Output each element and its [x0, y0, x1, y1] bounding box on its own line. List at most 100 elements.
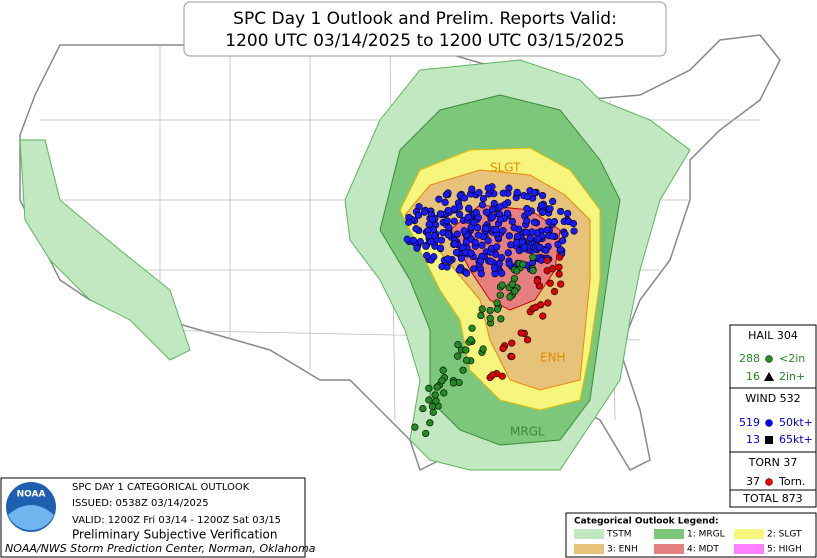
wind-report [464, 213, 472, 221]
wind-report [476, 257, 485, 265]
wind-report [444, 255, 452, 263]
hail-report [462, 346, 470, 354]
hail-report [438, 377, 446, 385]
tornado-report [555, 270, 563, 278]
wind-report [455, 266, 463, 274]
wind-report [450, 217, 458, 225]
wind-report [526, 234, 534, 242]
hail-report [429, 408, 437, 416]
legend-symbol [764, 372, 774, 381]
wind-report [505, 232, 513, 240]
hail-report [497, 315, 505, 323]
hail-report [496, 291, 504, 299]
wind-report [462, 269, 471, 277]
wind-report [523, 204, 531, 213]
hail-report [477, 311, 485, 320]
hail-report [511, 287, 519, 295]
wind-report [490, 264, 499, 272]
wind-report [531, 189, 539, 197]
wind-report [539, 191, 547, 200]
wind-report [438, 262, 446, 271]
legend: Categorical Outlook Legend: TSTM 1: MRGL… [565, 512, 817, 558]
wind-report [437, 236, 446, 244]
hail-report [459, 366, 467, 374]
wind-report [470, 265, 478, 273]
wind-report [443, 217, 451, 225]
hail-report [422, 429, 430, 438]
hail-report [498, 281, 506, 289]
tornado-report [499, 344, 507, 353]
legend-item: TSTM [606, 530, 631, 540]
wind-report [453, 230, 461, 238]
wind-report [559, 237, 567, 245]
wind-report [441, 198, 449, 206]
wind-report [523, 217, 531, 225]
stat-label: Torn. [778, 475, 805, 488]
report-dots [403, 183, 578, 438]
wind-report [538, 208, 546, 217]
tornado-report [543, 256, 551, 264]
hail-report [439, 366, 447, 374]
wind-report [422, 242, 430, 250]
stat-title: HAIL 304 [748, 329, 798, 342]
wind-report [475, 189, 483, 197]
wind-report [460, 194, 469, 202]
wind-report [496, 215, 504, 224]
wind-report [549, 197, 557, 206]
tornado-report [532, 303, 540, 311]
stat-title: TORN 37 [748, 456, 798, 469]
hail-report [411, 423, 419, 431]
wind-report [444, 206, 452, 215]
hail-report [479, 345, 487, 353]
stats-panel: HAIL 304 288 <2in 16 2in+ WIND 532 519 5… [729, 324, 817, 508]
wind-report [499, 189, 507, 197]
wind-report [462, 238, 470, 246]
wind-report [403, 235, 411, 243]
wind-report [564, 209, 572, 218]
wind-report [456, 210, 464, 218]
wind-report [452, 248, 461, 257]
tornado-report [548, 265, 557, 273]
legend-item: 2: SLGT [767, 530, 802, 540]
noaa-logo-wave [8, 505, 54, 531]
title: SPC Day 1 Outlook and Prelim. Reports Va… [233, 9, 617, 29]
wind-report [522, 228, 530, 236]
wind-report [497, 253, 506, 262]
wind-report [435, 195, 443, 203]
stat-label: 65kt+ [779, 433, 813, 446]
wind-report [557, 207, 565, 216]
hail-report [440, 389, 448, 397]
wind-report [470, 218, 478, 227]
wind-report [542, 246, 550, 254]
legend-swatch [734, 529, 764, 539]
legend-symbol [765, 436, 773, 444]
tornado-report [523, 336, 532, 344]
title-box [183, 1, 667, 57]
wind-report [495, 259, 503, 268]
wind-report [488, 205, 497, 214]
stat-count: 288 [739, 352, 760, 365]
wind-report [444, 231, 453, 239]
map-label: ENH [540, 351, 566, 365]
wind-report [450, 205, 458, 213]
hail-report [486, 306, 494, 315]
wind-report [482, 208, 490, 216]
stats-box [729, 324, 817, 508]
wind-report [492, 225, 500, 234]
tornado-report [508, 339, 516, 347]
stat-count: 13 [746, 433, 760, 446]
wind-report [471, 238, 479, 246]
wind-report [457, 254, 466, 262]
wind-report [459, 243, 467, 251]
tornado-report [546, 279, 554, 287]
wind-report [436, 210, 444, 218]
legend-symbol [765, 355, 773, 363]
wind-report [414, 211, 423, 219]
wind-report [484, 237, 492, 245]
wind-report [503, 209, 511, 217]
wind-report [512, 239, 521, 247]
wind-report [420, 208, 429, 216]
info-text: SPC DAY 1 CATEGORICAL OUTLOOK [72, 482, 250, 493]
tornado-report [517, 329, 525, 337]
